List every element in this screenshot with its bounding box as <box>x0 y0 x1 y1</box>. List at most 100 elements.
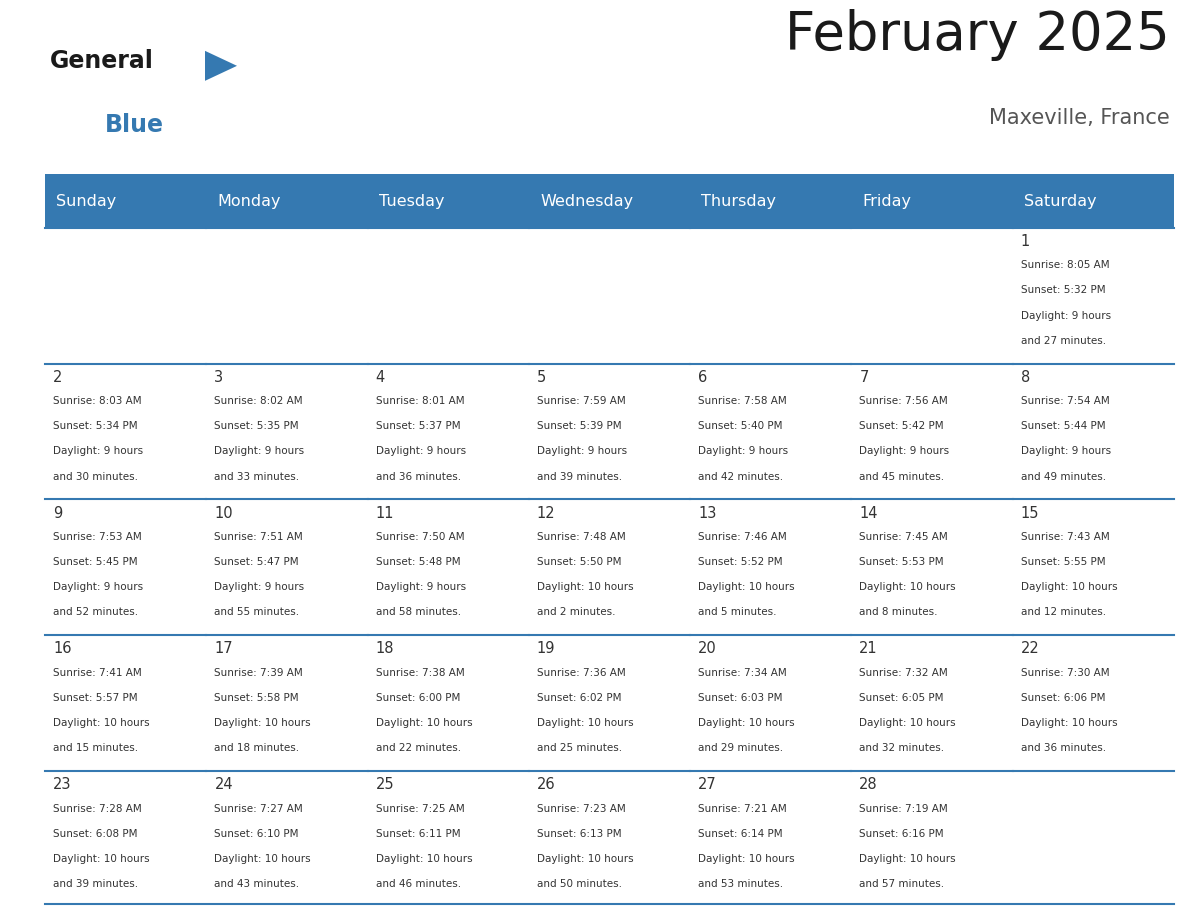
Text: Sunday: Sunday <box>57 194 116 208</box>
Text: 19: 19 <box>537 642 556 656</box>
Text: and 43 minutes.: and 43 minutes. <box>214 879 299 890</box>
Text: and 46 minutes.: and 46 minutes. <box>375 879 461 890</box>
Text: Sunset: 5:52 PM: Sunset: 5:52 PM <box>699 557 783 567</box>
Text: 2: 2 <box>53 370 63 385</box>
Text: Friday: Friday <box>862 194 911 208</box>
Text: and 18 minutes.: and 18 minutes. <box>214 744 299 754</box>
Text: 9: 9 <box>53 506 63 521</box>
Text: Sunrise: 7:53 AM: Sunrise: 7:53 AM <box>53 532 141 542</box>
Text: Daylight: 9 hours: Daylight: 9 hours <box>375 582 466 592</box>
Text: Daylight: 10 hours: Daylight: 10 hours <box>537 854 633 864</box>
Text: and 36 minutes.: and 36 minutes. <box>1020 744 1106 754</box>
Text: Sunset: 5:42 PM: Sunset: 5:42 PM <box>859 421 944 431</box>
Text: 8: 8 <box>1020 370 1030 385</box>
Text: Sunrise: 7:45 AM: Sunrise: 7:45 AM <box>859 532 948 542</box>
Text: Daylight: 9 hours: Daylight: 9 hours <box>537 446 627 456</box>
Text: General: General <box>50 49 154 73</box>
Text: Sunset: 5:48 PM: Sunset: 5:48 PM <box>375 557 460 567</box>
Text: 17: 17 <box>214 642 233 656</box>
Text: Sunset: 5:53 PM: Sunset: 5:53 PM <box>859 557 944 567</box>
Text: and 32 minutes.: and 32 minutes. <box>859 744 944 754</box>
Text: Daylight: 10 hours: Daylight: 10 hours <box>699 718 795 728</box>
Text: Sunset: 5:57 PM: Sunset: 5:57 PM <box>53 693 138 703</box>
Text: and 33 minutes.: and 33 minutes. <box>214 472 299 482</box>
Text: and 22 minutes.: and 22 minutes. <box>375 744 461 754</box>
Text: 22: 22 <box>1020 642 1040 656</box>
Text: and 8 minutes.: and 8 minutes. <box>859 608 937 618</box>
Text: 18: 18 <box>375 642 394 656</box>
Text: Sunrise: 7:58 AM: Sunrise: 7:58 AM <box>699 397 786 406</box>
Text: Sunset: 6:02 PM: Sunset: 6:02 PM <box>537 693 621 703</box>
Text: and 42 minutes.: and 42 minutes. <box>699 472 783 482</box>
Text: Sunset: 5:45 PM: Sunset: 5:45 PM <box>53 557 138 567</box>
Text: and 53 minutes.: and 53 minutes. <box>699 879 783 890</box>
Text: Sunset: 6:00 PM: Sunset: 6:00 PM <box>375 693 460 703</box>
Text: Sunrise: 7:23 AM: Sunrise: 7:23 AM <box>537 804 626 813</box>
Text: Thursday: Thursday <box>701 194 776 208</box>
Text: Daylight: 9 hours: Daylight: 9 hours <box>53 446 144 456</box>
Text: Sunrise: 7:34 AM: Sunrise: 7:34 AM <box>699 668 786 677</box>
Text: 12: 12 <box>537 506 556 521</box>
Text: Sunrise: 8:02 AM: Sunrise: 8:02 AM <box>214 397 303 406</box>
Text: Daylight: 10 hours: Daylight: 10 hours <box>1020 718 1117 728</box>
Text: Sunset: 5:37 PM: Sunset: 5:37 PM <box>375 421 460 431</box>
Text: Sunrise: 7:25 AM: Sunrise: 7:25 AM <box>375 804 465 813</box>
Text: Sunrise: 8:03 AM: Sunrise: 8:03 AM <box>53 397 141 406</box>
Text: and 45 minutes.: and 45 minutes. <box>859 472 944 482</box>
Text: Sunset: 5:44 PM: Sunset: 5:44 PM <box>1020 421 1105 431</box>
Text: and 49 minutes.: and 49 minutes. <box>1020 472 1106 482</box>
Text: Daylight: 10 hours: Daylight: 10 hours <box>859 718 956 728</box>
Text: 7: 7 <box>859 370 868 385</box>
Text: 26: 26 <box>537 778 556 792</box>
Text: Sunset: 5:50 PM: Sunset: 5:50 PM <box>537 557 621 567</box>
Text: Daylight: 9 hours: Daylight: 9 hours <box>1020 310 1111 320</box>
Text: Sunset: 6:13 PM: Sunset: 6:13 PM <box>537 829 621 839</box>
Text: 20: 20 <box>699 642 716 656</box>
Text: and 55 minutes.: and 55 minutes. <box>214 608 299 618</box>
Text: Sunset: 5:32 PM: Sunset: 5:32 PM <box>1020 285 1105 296</box>
Text: Sunset: 6:10 PM: Sunset: 6:10 PM <box>214 829 299 839</box>
Text: Sunrise: 8:05 AM: Sunrise: 8:05 AM <box>1020 261 1110 270</box>
Text: Sunset: 5:55 PM: Sunset: 5:55 PM <box>1020 557 1105 567</box>
Text: and 29 minutes.: and 29 minutes. <box>699 744 783 754</box>
Text: Daylight: 9 hours: Daylight: 9 hours <box>214 446 304 456</box>
Text: Sunset: 6:11 PM: Sunset: 6:11 PM <box>375 829 460 839</box>
Text: Daylight: 10 hours: Daylight: 10 hours <box>859 854 956 864</box>
Text: 21: 21 <box>859 642 878 656</box>
Text: 27: 27 <box>699 778 716 792</box>
Text: Sunrise: 7:30 AM: Sunrise: 7:30 AM <box>1020 668 1110 677</box>
Text: Daylight: 9 hours: Daylight: 9 hours <box>699 446 789 456</box>
Text: Daylight: 10 hours: Daylight: 10 hours <box>537 718 633 728</box>
Text: 6: 6 <box>699 370 707 385</box>
Text: Sunrise: 7:56 AM: Sunrise: 7:56 AM <box>859 397 948 406</box>
Text: Sunrise: 7:27 AM: Sunrise: 7:27 AM <box>214 804 303 813</box>
Text: 13: 13 <box>699 506 716 521</box>
Text: 1: 1 <box>1020 234 1030 249</box>
Text: Daylight: 9 hours: Daylight: 9 hours <box>375 446 466 456</box>
Text: Sunrise: 7:21 AM: Sunrise: 7:21 AM <box>699 804 786 813</box>
Text: 25: 25 <box>375 778 394 792</box>
Text: and 2 minutes.: and 2 minutes. <box>537 608 615 618</box>
Text: Sunset: 5:34 PM: Sunset: 5:34 PM <box>53 421 138 431</box>
Text: Sunrise: 7:28 AM: Sunrise: 7:28 AM <box>53 804 141 813</box>
Text: Sunrise: 7:51 AM: Sunrise: 7:51 AM <box>214 532 303 542</box>
Text: Daylight: 10 hours: Daylight: 10 hours <box>699 854 795 864</box>
Text: Daylight: 10 hours: Daylight: 10 hours <box>53 854 150 864</box>
Text: and 25 minutes.: and 25 minutes. <box>537 744 623 754</box>
Text: Tuesday: Tuesday <box>379 194 444 208</box>
Text: and 12 minutes.: and 12 minutes. <box>1020 608 1106 618</box>
Text: Monday: Monday <box>217 194 282 208</box>
Text: 3: 3 <box>214 370 223 385</box>
Text: Daylight: 9 hours: Daylight: 9 hours <box>1020 446 1111 456</box>
Text: Daylight: 10 hours: Daylight: 10 hours <box>214 854 311 864</box>
Text: Sunrise: 7:41 AM: Sunrise: 7:41 AM <box>53 668 141 677</box>
Text: Sunrise: 7:59 AM: Sunrise: 7:59 AM <box>537 397 626 406</box>
Text: Sunrise: 7:19 AM: Sunrise: 7:19 AM <box>859 804 948 813</box>
Text: and 30 minutes.: and 30 minutes. <box>53 472 138 482</box>
Text: Sunset: 5:58 PM: Sunset: 5:58 PM <box>214 693 299 703</box>
Text: and 27 minutes.: and 27 minutes. <box>1020 336 1106 346</box>
Text: 16: 16 <box>53 642 71 656</box>
Text: 5: 5 <box>537 370 546 385</box>
Text: Daylight: 10 hours: Daylight: 10 hours <box>375 718 473 728</box>
Text: Sunset: 6:14 PM: Sunset: 6:14 PM <box>699 829 783 839</box>
